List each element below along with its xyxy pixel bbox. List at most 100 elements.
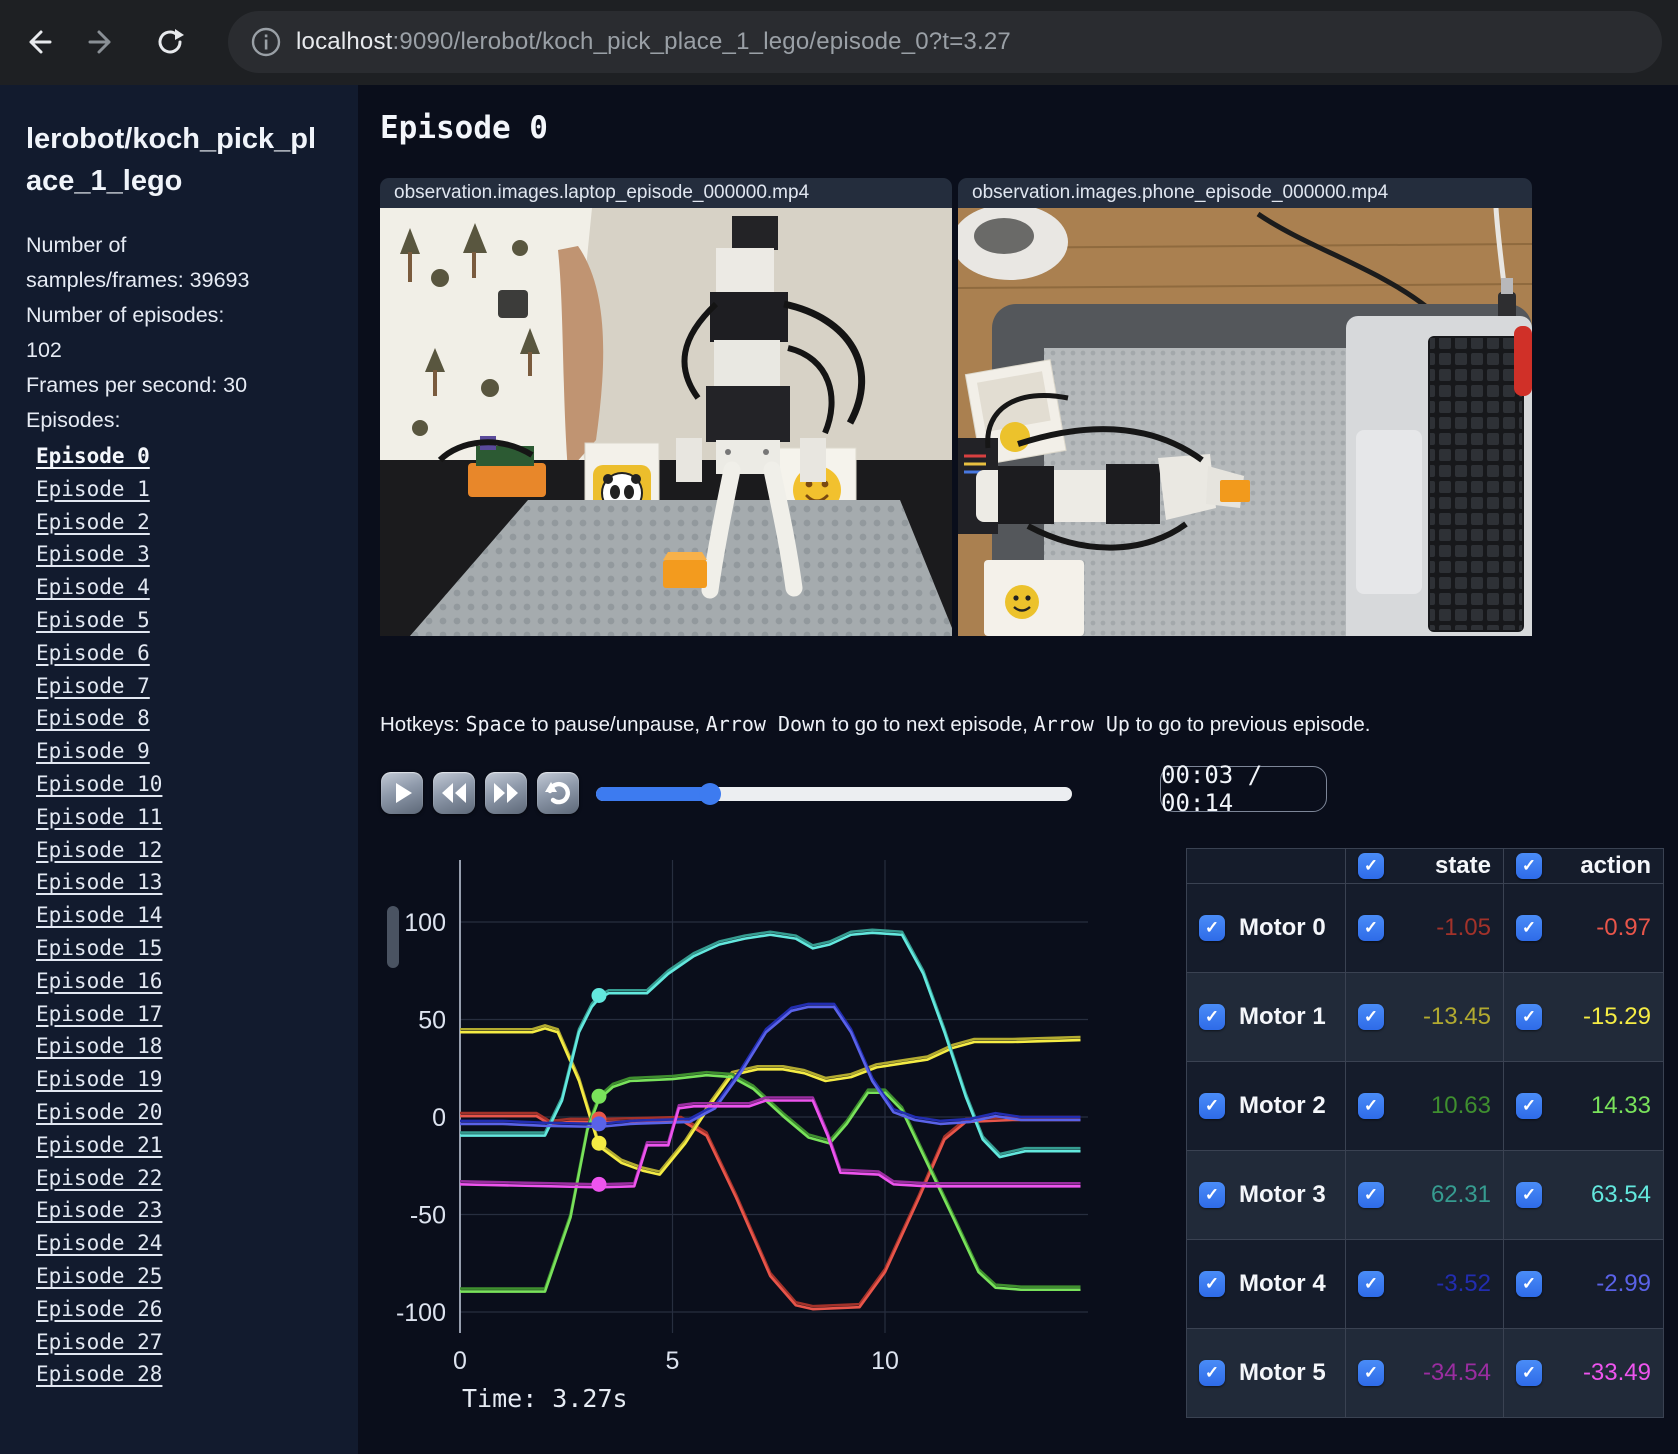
url-text: localhost:9090/lerobot/koch_pick_place_1…	[296, 28, 1011, 55]
loop-button[interactable]	[537, 772, 579, 814]
sidebar-episode-link-28[interactable]: Episode 28	[36, 1362, 163, 1387]
sidebar-episode-link-27[interactable]: Episode 27	[36, 1329, 163, 1354]
red-object	[1514, 326, 1532, 396]
dataset-stats: Number of samples/frames: 39693 Number o…	[26, 228, 266, 438]
sidebar-episode-link-14[interactable]: Episode 14	[36, 903, 163, 928]
forward-arrow-icon	[88, 30, 111, 54]
action-column-checkbox[interactable]	[1516, 853, 1542, 879]
sidebar-episode-link-12[interactable]: Episode 12	[36, 837, 163, 862]
sidebar-episode-link-1[interactable]: Episode 1	[36, 476, 150, 501]
motor-4-checkbox[interactable]	[1199, 1271, 1225, 1297]
state-value: 10.63	[1430, 1092, 1491, 1119]
sidebar-episode-link-24[interactable]: Episode 24	[36, 1231, 163, 1256]
sidebar-episode-link-23[interactable]: Episode 23	[36, 1198, 163, 1223]
action-value: 14.33	[1590, 1092, 1651, 1119]
motor-0-action-checkbox[interactable]	[1516, 915, 1542, 941]
video-frame-laptop	[380, 208, 952, 636]
seek-slider[interactable]	[596, 783, 1072, 805]
browser-reload-button[interactable]	[146, 18, 194, 66]
motor-1-state-checkbox[interactable]	[1358, 1004, 1384, 1030]
sidebar-episode-link-21[interactable]: Episode 21	[36, 1132, 163, 1157]
sidebar-episode-link-10[interactable]: Episode 10	[36, 771, 163, 796]
motor-5-checkbox[interactable]	[1199, 1360, 1225, 1386]
motor-4-state-checkbox[interactable]	[1358, 1271, 1384, 1297]
floor-cable	[1256, 211, 1430, 310]
sidebar-episode-link-17[interactable]: Episode 17	[36, 1001, 163, 1026]
video-frame-phone	[958, 208, 1532, 636]
robot-arm	[676, 216, 866, 599]
controller-board	[437, 436, 546, 497]
motor-0-state-checkbox[interactable]	[1358, 915, 1384, 941]
sidebar-episode-link-11[interactable]: Episode 11	[36, 804, 163, 829]
browser-forward-button[interactable]	[78, 18, 126, 66]
state-value: -13.45	[1422, 1003, 1491, 1030]
motor-5-state-checkbox[interactable]	[1358, 1360, 1384, 1386]
site-info-icon[interactable]	[246, 22, 286, 62]
sidebar-episode-link-20[interactable]: Episode 20	[36, 1099, 163, 1124]
action-value: -0.97	[1596, 914, 1651, 941]
main-content: Episode 0 observation.images.laptop_epis…	[358, 85, 1678, 1454]
video-title-laptop: observation.images.laptop_episode_000000…	[380, 178, 952, 208]
table-body: Motor 0-1.05-0.97Motor 1-13.45-15.29Moto…	[1187, 883, 1663, 1417]
motor-3-action-checkbox[interactable]	[1516, 1182, 1542, 1208]
person	[380, 208, 604, 490]
sidebar-episode-link-9[interactable]: Episode 9	[36, 739, 150, 764]
sidebar-episode-link-25[interactable]: Episode 25	[36, 1263, 163, 1288]
state-column-checkbox[interactable]	[1358, 853, 1384, 879]
fast-forward-icon	[494, 783, 518, 803]
motor-5-action-checkbox[interactable]	[1516, 1360, 1542, 1386]
motor-3-checkbox[interactable]	[1199, 1182, 1225, 1208]
play-button[interactable]	[381, 772, 423, 814]
hotkey-text: to pause/unpause,	[525, 713, 706, 736]
sidebar-episode-link-7[interactable]: Episode 7	[36, 673, 150, 698]
motor-2-action-checkbox[interactable]	[1516, 1093, 1542, 1119]
video-player-laptop[interactable]	[380, 208, 952, 636]
browser-back-button[interactable]	[14, 18, 62, 66]
motor-1-action-checkbox[interactable]	[1516, 1004, 1542, 1030]
fast-forward-button[interactable]	[485, 772, 527, 814]
laptop	[1346, 316, 1532, 636]
sidebar-episode-link-15[interactable]: Episode 15	[36, 935, 163, 960]
url-bar[interactable]: localhost:9090/lerobot/koch_pick_place_1…	[228, 11, 1662, 73]
sidebar-episode-link-26[interactable]: Episode 26	[36, 1296, 163, 1321]
sidebar-episode-link-19[interactable]: Episode 19	[36, 1067, 163, 1092]
sidebar-episode-link-6[interactable]: Episode 6	[36, 640, 150, 665]
state-value: -34.54	[1422, 1359, 1491, 1386]
motor-4-action-checkbox[interactable]	[1516, 1271, 1542, 1297]
sidebar-episode-link-16[interactable]: Episode 16	[36, 968, 163, 993]
rewind-button[interactable]	[433, 772, 475, 814]
scrollbar-thumb[interactable]	[387, 906, 399, 968]
seek-slider-thumb[interactable]	[699, 783, 722, 805]
sidebar-episode-link-8[interactable]: Episode 8	[36, 706, 150, 731]
stat-fps: Frames per second: 30	[26, 373, 248, 397]
sidebar-episode-link-22[interactable]: Episode 22	[36, 1165, 163, 1190]
sidebar-episode-link-4[interactable]: Episode 4	[36, 575, 150, 600]
video-title-phone: observation.images.phone_episode_000000.…	[958, 178, 1532, 208]
camera-on-shirt	[498, 290, 528, 318]
video-player-phone[interactable]	[958, 208, 1532, 636]
motor-label: Motor 0	[1239, 914, 1326, 941]
table-header: state action	[1187, 849, 1663, 883]
motor-0-checkbox[interactable]	[1199, 915, 1225, 941]
hotkey-key: Space	[465, 712, 526, 736]
sidebar-episode-link-13[interactable]: Episode 13	[36, 870, 163, 895]
rewind-icon	[442, 783, 466, 803]
motor-2-state-checkbox[interactable]	[1358, 1093, 1384, 1119]
motor-chart: 100 50 0 -50 -100 0 5 10	[380, 845, 1092, 1405]
sidebar-episode-link-18[interactable]: Episode 18	[36, 1034, 163, 1059]
sidebar-episode-link-5[interactable]: Episode 5	[36, 607, 150, 632]
action-value: -15.29	[1582, 1003, 1651, 1030]
motor-1-checkbox[interactable]	[1199, 1004, 1225, 1030]
loop-icon	[545, 781, 570, 805]
sidebar-episode-link-0[interactable]: Episode 0	[36, 444, 150, 468]
motor-row-2: Motor 2 10.63 14.33	[1187, 1061, 1663, 1150]
hotkey-text: to go to next episode,	[826, 713, 1034, 736]
sidebar-episode-link-2[interactable]: Episode 2	[36, 509, 150, 534]
motor-2-checkbox[interactable]	[1199, 1093, 1225, 1119]
svg-text:5: 5	[666, 1347, 680, 1375]
motor-row-5: Motor 5 -34.54 -33.49	[1187, 1328, 1663, 1417]
motor-label: Motor 3	[1239, 1181, 1326, 1208]
sidebar-episode-link-3[interactable]: Episode 3	[36, 542, 150, 567]
motor-3-state-checkbox[interactable]	[1358, 1182, 1384, 1208]
